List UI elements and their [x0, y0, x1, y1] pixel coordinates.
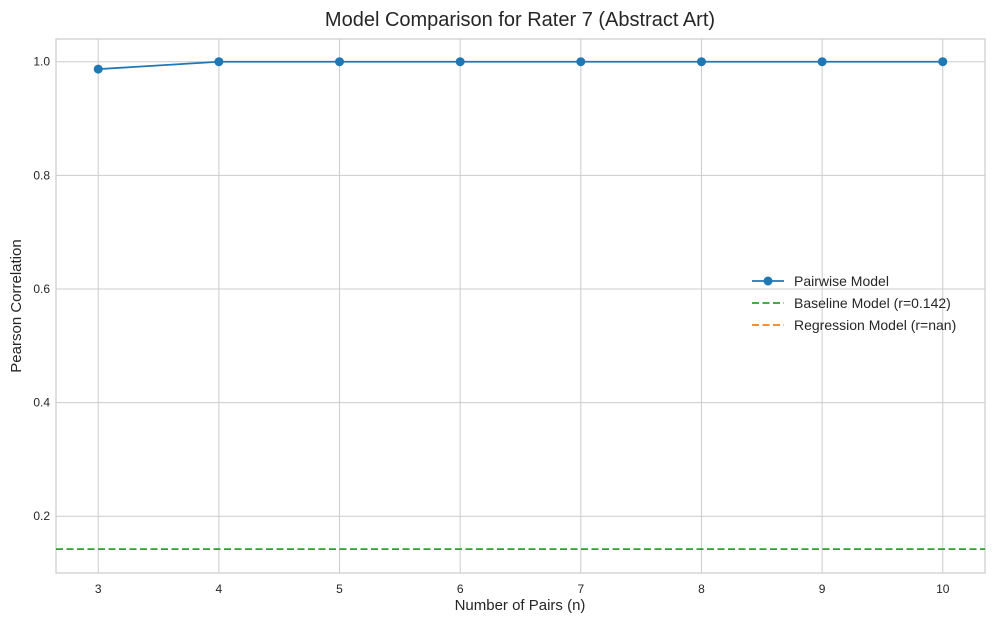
y-tick-label: 0.4 — [33, 396, 50, 410]
x-tick-label: 8 — [698, 582, 705, 596]
x-tick-label: 9 — [819, 582, 826, 596]
data-point — [817, 57, 827, 67]
y-tick-labels: 0.2 0.4 0.6 0.8 1.0 — [33, 55, 50, 523]
x-tick-label: 6 — [457, 582, 464, 596]
y-tick-label: 1.0 — [33, 55, 50, 69]
y-tick-label: 0.6 — [33, 282, 50, 296]
chart-title: Model Comparison for Rater 7 (Abstract A… — [325, 9, 715, 31]
legend: Pairwise Model Baseline Model (r=0.142) Re… — [752, 273, 956, 333]
x-tick-label: 7 — [577, 582, 584, 596]
data-point — [93, 64, 103, 74]
data-point — [455, 57, 465, 67]
x-tick-labels: 3 4 5 6 7 8 9 10 — [95, 582, 950, 596]
legend-label: Regression Model (r=nan) — [794, 317, 956, 333]
data-point — [214, 57, 224, 67]
x-tick-label: 5 — [336, 582, 343, 596]
data-point — [335, 57, 345, 67]
data-point — [696, 57, 706, 67]
x-tick-label: 4 — [216, 582, 223, 596]
series-line-pairwise — [98, 60, 943, 71]
x-tick-label: 3 — [95, 582, 102, 596]
legend-swatch-marker — [763, 276, 773, 286]
data-point — [576, 57, 586, 67]
y-tick-label: 0.8 — [33, 168, 50, 182]
y-axis-label: Pearson Correlation — [8, 239, 25, 372]
legend-label: Baseline Model (r=0.142) — [794, 295, 951, 311]
x-tick-label: 10 — [936, 582, 950, 596]
series-group — [93, 57, 948, 74]
x-axis-label: Number of Pairs (n) — [455, 597, 586, 614]
legend-label: Pairwise Model — [794, 273, 889, 289]
plot-area-frame — [55, 38, 986, 574]
data-point — [938, 57, 948, 67]
y-tick-label: 0.2 — [33, 509, 50, 523]
